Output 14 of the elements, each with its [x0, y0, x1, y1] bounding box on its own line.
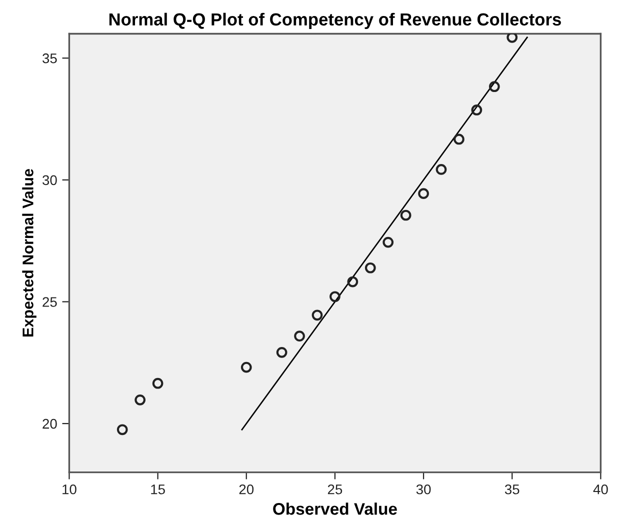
y-tick-label: 35 [42, 53, 57, 64]
y-tick-label: 20 [42, 418, 57, 429]
x-tick-label: 15 [151, 484, 165, 494]
chart-title: Normal Q-Q Plot of Competency of Revenue Collectors [109, 12, 561, 30]
x-axis-title: Observed Value [273, 502, 397, 515]
x-tick-label: 40 [593, 484, 608, 494]
y-axis-title: Expected Normal Value [22, 169, 36, 336]
x-tick-label: 25 [328, 484, 342, 494]
y-tick-label: 25 [42, 297, 57, 307]
x-tick-label: 30 [416, 484, 431, 494]
x-tick-label: 35 [504, 484, 520, 494]
y-tick-label: 30 [42, 175, 57, 186]
x-tick-label: 20 [239, 484, 254, 494]
x-tick-label: 10 [62, 484, 76, 494]
